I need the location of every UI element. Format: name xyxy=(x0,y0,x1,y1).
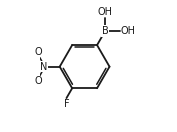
Text: F: F xyxy=(64,99,69,109)
Text: OH: OH xyxy=(98,7,113,17)
Text: B: B xyxy=(102,26,109,36)
Text: O: O xyxy=(35,76,42,86)
Text: N: N xyxy=(40,62,47,72)
Text: OH: OH xyxy=(120,26,135,36)
Text: O: O xyxy=(35,47,42,57)
